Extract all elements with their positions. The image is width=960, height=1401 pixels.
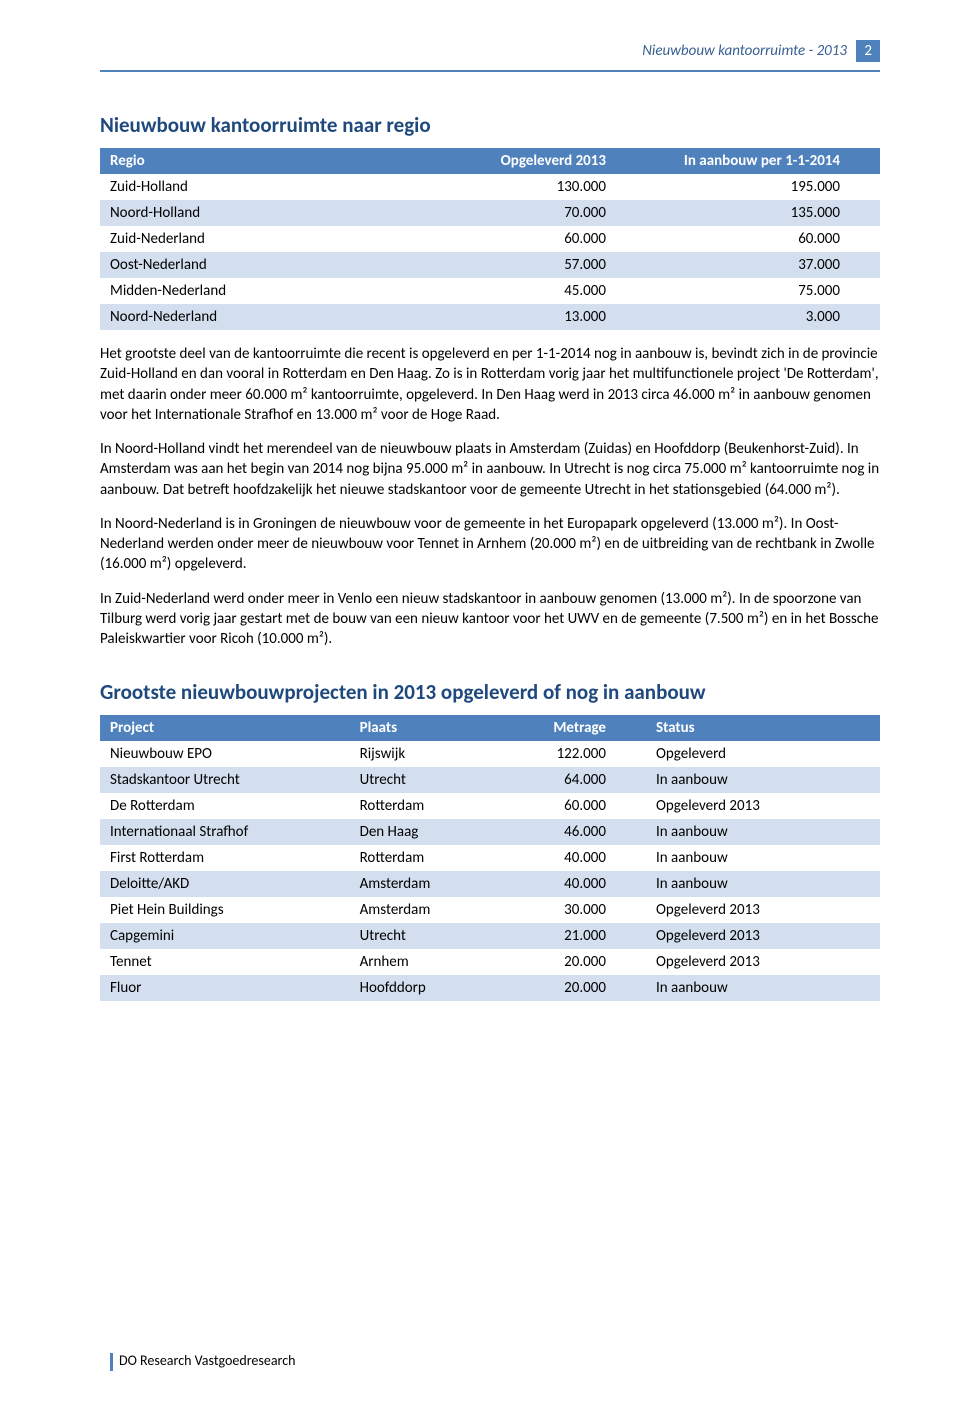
- cell-regio: Oost-Nederland: [100, 252, 412, 278]
- cell-project: Tennet: [100, 949, 350, 975]
- cell-status: Opgeleverd 2013: [646, 793, 880, 819]
- cell-plaats: Rotterdam: [350, 793, 506, 819]
- th-opgeleverd: Opgeleverd 2013: [412, 148, 646, 174]
- cell-status: In aanbouw: [646, 767, 880, 793]
- cell-metrage: 122.000: [506, 741, 646, 767]
- cell-project: First Rotterdam: [100, 845, 350, 871]
- cell-project: Deloitte/AKD: [100, 871, 350, 897]
- table-row: Internationaal StrafhofDen Haag46.000In …: [100, 819, 880, 845]
- cell-aanbouw: 195.000: [646, 174, 880, 200]
- cell-project: De Rotterdam: [100, 793, 350, 819]
- th-plaats: Plaats: [350, 715, 506, 741]
- table-row: De RotterdamRotterdam60.000Opgeleverd 20…: [100, 793, 880, 819]
- table-row: Nieuwbouw EPORijswijk122.000Opgeleverd: [100, 741, 880, 767]
- cell-plaats: Hoofddorp: [350, 975, 506, 1001]
- th-metrage: Metrage: [506, 715, 646, 741]
- table-row: TennetArnhem20.000Opgeleverd 2013: [100, 949, 880, 975]
- cell-metrage: 60.000: [506, 793, 646, 819]
- cell-opgeleverd: 13.000: [412, 304, 646, 330]
- th-project: Project: [100, 715, 350, 741]
- cell-aanbouw: 135.000: [646, 200, 880, 226]
- cell-opgeleverd: 70.000: [412, 200, 646, 226]
- footer: DO Research Vastgoedresearch: [100, 1352, 295, 1371]
- table-row: Piet Hein BuildingsAmsterdam30.000Opgele…: [100, 897, 880, 923]
- cell-plaats: Utrecht: [350, 923, 506, 949]
- cell-status: Opgeleverd: [646, 741, 880, 767]
- cell-metrage: 20.000: [506, 975, 646, 1001]
- cell-plaats: Rijswijk: [350, 741, 506, 767]
- footer-text: DO Research Vastgoedresearch: [119, 1352, 295, 1369]
- cell-project: Capgemini: [100, 923, 350, 949]
- cell-project: Fluor: [100, 975, 350, 1001]
- section2-title: Grootste nieuwbouwprojecten in 2013 opge…: [100, 679, 880, 705]
- top-rule: [100, 70, 880, 72]
- cell-regio: Zuid-Nederland: [100, 226, 412, 252]
- cell-project: Stadskantoor Utrecht: [100, 767, 350, 793]
- table-row: Oost-Nederland57.00037.000: [100, 252, 880, 278]
- cell-aanbouw: 37.000: [646, 252, 880, 278]
- running-head: Nieuwbouw kantoorruimte - 2013 2: [100, 40, 880, 62]
- cell-project: Piet Hein Buildings: [100, 897, 350, 923]
- cell-plaats: Amsterdam: [350, 871, 506, 897]
- cell-plaats: Amsterdam: [350, 897, 506, 923]
- cell-project: Nieuwbouw EPO: [100, 741, 350, 767]
- table-row: Noord-Nederland13.0003.000: [100, 304, 880, 330]
- cell-regio: Midden-Nederland: [100, 278, 412, 304]
- cell-status: Opgeleverd 2013: [646, 897, 880, 923]
- cell-regio: Noord-Holland: [100, 200, 412, 226]
- body-paragraph: In Zuid-Nederland werd onder meer in Ven…: [100, 589, 880, 650]
- body-paragraph: In Noord-Nederland is in Groningen de ni…: [100, 514, 880, 575]
- cell-aanbouw: 75.000: [646, 278, 880, 304]
- cell-plaats: Utrecht: [350, 767, 506, 793]
- cell-opgeleverd: 45.000: [412, 278, 646, 304]
- table-row: Midden-Nederland45.00075.000: [100, 278, 880, 304]
- cell-regio: Zuid-Holland: [100, 174, 412, 200]
- cell-metrage: 21.000: [506, 923, 646, 949]
- cell-metrage: 40.000: [506, 871, 646, 897]
- cell-aanbouw: 60.000: [646, 226, 880, 252]
- table-row: CapgeminiUtrecht21.000Opgeleverd 2013: [100, 923, 880, 949]
- running-head-title: Nieuwbouw kantoorruimte - 2013: [642, 42, 847, 60]
- cell-opgeleverd: 60.000: [412, 226, 646, 252]
- cell-metrage: 30.000: [506, 897, 646, 923]
- cell-regio: Noord-Nederland: [100, 304, 412, 330]
- table-row: Stadskantoor UtrechtUtrecht64.000In aanb…: [100, 767, 880, 793]
- cell-status: Opgeleverd 2013: [646, 949, 880, 975]
- table-row: Noord-Holland70.000135.000: [100, 200, 880, 226]
- cell-status: In aanbouw: [646, 871, 880, 897]
- cell-status: In aanbouw: [646, 845, 880, 871]
- cell-metrage: 40.000: [506, 845, 646, 871]
- cell-status: In aanbouw: [646, 975, 880, 1001]
- section1-title: Nieuwbouw kantoorruimte naar regio: [100, 112, 880, 138]
- cell-aanbouw: 3.000: [646, 304, 880, 330]
- cell-opgeleverd: 130.000: [412, 174, 646, 200]
- table-row: Deloitte/AKDAmsterdam40.000In aanbouw: [100, 871, 880, 897]
- table-row: Zuid-Holland130.000195.000: [100, 174, 880, 200]
- table-regio: Regio Opgeleverd 2013 In aanbouw per 1-1…: [100, 148, 880, 330]
- cell-plaats: Rotterdam: [350, 845, 506, 871]
- cell-opgeleverd: 57.000: [412, 252, 646, 278]
- cell-status: In aanbouw: [646, 819, 880, 845]
- body-paragraph: Het grootste deel van de kantoorruimte d…: [100, 344, 880, 425]
- cell-project: Internationaal Strafhof: [100, 819, 350, 845]
- cell-metrage: 20.000: [506, 949, 646, 975]
- body-paragraph: In Noord-Holland vindt het merendeel van…: [100, 439, 880, 500]
- footer-bar-icon: [110, 1353, 113, 1371]
- page-number: 2: [856, 40, 880, 62]
- cell-status: Opgeleverd 2013: [646, 923, 880, 949]
- table-row: Zuid-Nederland60.00060.000: [100, 226, 880, 252]
- table-projecten: Project Plaats Metrage Status Nieuwbouw …: [100, 715, 880, 1001]
- cell-metrage: 64.000: [506, 767, 646, 793]
- table-row: FluorHoofddorp20.000In aanbouw: [100, 975, 880, 1001]
- th-regio: Regio: [100, 148, 412, 174]
- th-aanbouw: In aanbouw per 1-1-2014: [646, 148, 880, 174]
- cell-plaats: Arnhem: [350, 949, 506, 975]
- table-row: First RotterdamRotterdam40.000In aanbouw: [100, 845, 880, 871]
- th-status: Status: [646, 715, 880, 741]
- cell-plaats: Den Haag: [350, 819, 506, 845]
- cell-metrage: 46.000: [506, 819, 646, 845]
